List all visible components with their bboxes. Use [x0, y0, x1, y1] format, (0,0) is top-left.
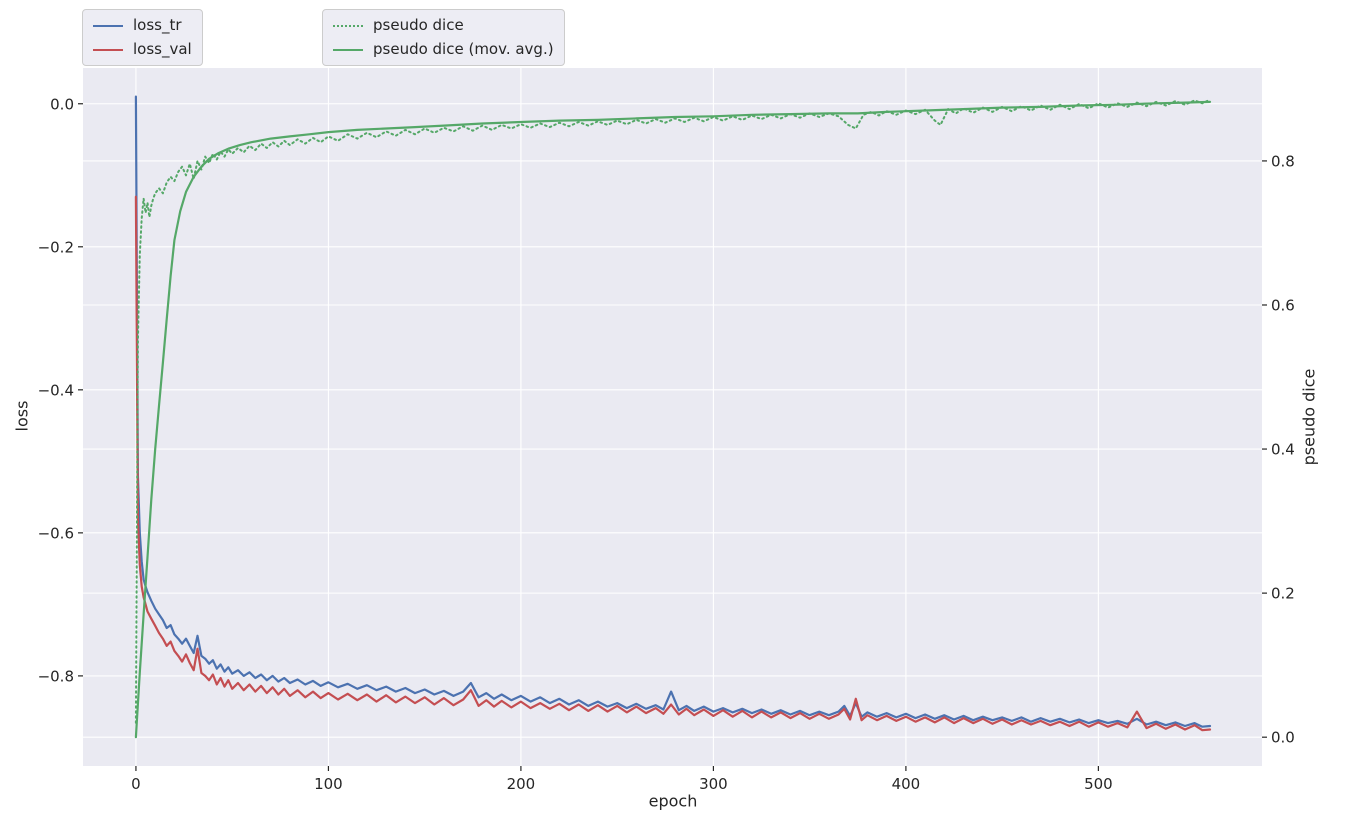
x-tick-label: 300	[699, 775, 728, 793]
legend-item-loss-val: loss_val	[93, 39, 192, 60]
x-tick-label: 400	[892, 775, 921, 793]
x-axis-label-epoch: epoch	[648, 791, 698, 811]
loss-tr-line-sample	[93, 24, 123, 27]
x-tick-label: 0	[131, 775, 141, 793]
dice-tick-label: 0.4	[1271, 441, 1295, 459]
loss-tick-label: −0.4	[38, 381, 74, 399]
legend-item-pseudo-dice: pseudo dice	[333, 15, 554, 36]
pseudo-dice-mov-avg-line-sample	[333, 48, 363, 51]
loss-tick-label: −0.8	[38, 667, 74, 685]
legend-label-loss-tr: loss_tr	[133, 16, 182, 34]
legend-item-loss-tr: loss_tr	[93, 15, 192, 36]
loss-tick-label: −0.6	[38, 524, 74, 542]
plot-area	[83, 68, 1262, 766]
loss-tick-label: 0.0	[50, 95, 74, 113]
pseudo-dice-line-sample	[333, 24, 363, 27]
loss-tick-label: −0.2	[38, 238, 74, 256]
x-tick-label: 100	[314, 775, 343, 793]
x-tick-label: 200	[507, 775, 536, 793]
legend-label-loss-val: loss_val	[133, 40, 192, 58]
legend-item-pseudo-dice-mov-avg: pseudo dice (mov. avg.)	[333, 39, 554, 60]
legend-loss: loss_tr loss_val	[82, 9, 203, 66]
series-loss-val	[134, 195, 1212, 732]
dice-tick-label: 0.0	[1271, 729, 1295, 747]
dice-tick-label: 0.8	[1271, 152, 1295, 170]
series-pseudo-dice	[134, 98, 1211, 724]
y-axis-label-pseudo-dice: pseudo dice	[1299, 368, 1319, 466]
dice-tick-label: 0.2	[1271, 585, 1295, 603]
legend-label-pseudo-dice: pseudo dice	[373, 16, 464, 34]
legend-label-pseudo-dice-mov-avg: pseudo dice (mov. avg.)	[373, 40, 554, 58]
y-axis-label-loss: loss	[12, 400, 32, 432]
series-loss-tr	[134, 95, 1212, 728]
dice-tick-label: 0.6	[1271, 296, 1295, 314]
series-pseudo-dice-mov-avg	[134, 100, 1212, 739]
loss-val-line-sample	[93, 48, 123, 51]
legend-pseudo-dice: pseudo dice pseudo dice (mov. avg.)	[322, 9, 565, 66]
x-tick-label: 500	[1084, 775, 1113, 793]
